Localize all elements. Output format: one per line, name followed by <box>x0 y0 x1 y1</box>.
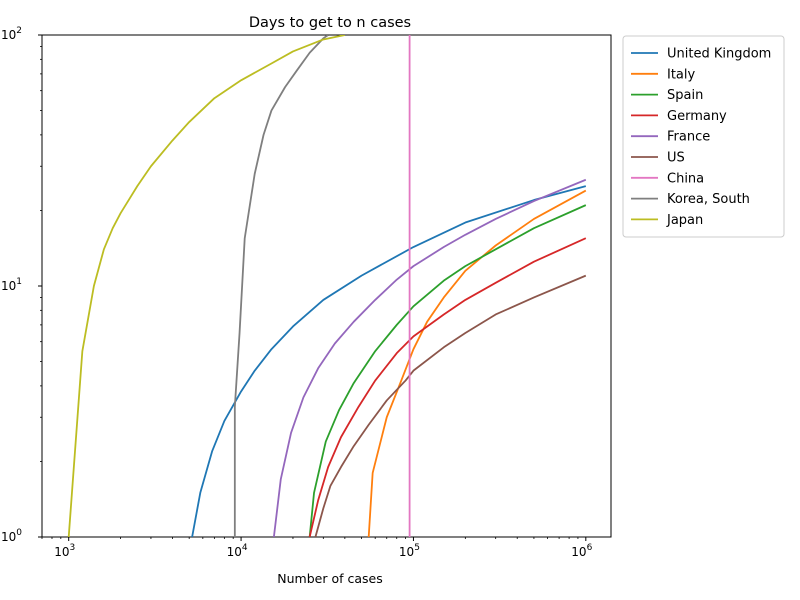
legend-item: Spain <box>631 88 703 103</box>
legend-label: China <box>667 171 704 186</box>
legend: United Kingdom Italy Spain Germany France US C… <box>622 35 785 238</box>
legend-item: China <box>631 171 704 186</box>
legend-item: United Kingdom <box>631 47 771 62</box>
x-axis-label: Number of cases <box>277 571 382 586</box>
legend-item: Germany <box>631 109 727 124</box>
legend-item: Italy <box>631 67 696 82</box>
series-line-4 <box>272 178 587 537</box>
y-tick-label-0: 100 <box>1 528 22 544</box>
y-axis: 100 101 102 <box>1 26 42 544</box>
legend-label: France <box>667 130 710 145</box>
chart-title: Days to get to n cases <box>249 15 411 31</box>
x-tick-label-0: 103 <box>54 543 75 559</box>
x-tick-label-3: 106 <box>571 543 592 559</box>
legend-label: Italy <box>667 67 696 82</box>
x-axis: 103 104 105 106 <box>41 537 593 559</box>
x-tick-label-1: 104 <box>227 543 248 559</box>
legend-label: US <box>667 151 685 166</box>
series-line-3 <box>308 237 587 537</box>
y-tick-label-2: 102 <box>1 26 22 42</box>
legend-label: Japan <box>666 213 703 228</box>
series-line-7 <box>233 35 329 537</box>
legend-items: United Kingdom Italy Spain Germany France US C… <box>631 47 771 228</box>
series-line-8 <box>67 35 346 537</box>
plot-frame <box>41 34 612 538</box>
series-line-1 <box>367 189 587 537</box>
legend-item: Japan <box>631 213 703 228</box>
legend-label: Germany <box>667 109 727 124</box>
legend-frame <box>622 35 785 238</box>
legend-item: Korea, South <box>631 192 750 207</box>
y-tick-label-1: 101 <box>1 277 22 293</box>
legend-label: Spain <box>667 88 703 103</box>
legend-label: United Kingdom <box>667 47 771 62</box>
x-tick-label-2: 105 <box>399 543 420 559</box>
series-layer <box>67 35 587 537</box>
legend-item: US <box>631 151 685 166</box>
series-line-5 <box>314 274 587 537</box>
legend-label: Korea, South <box>667 192 750 207</box>
legend-item: France <box>631 130 710 145</box>
series-line-2 <box>308 204 587 537</box>
series-line-0 <box>191 185 587 537</box>
